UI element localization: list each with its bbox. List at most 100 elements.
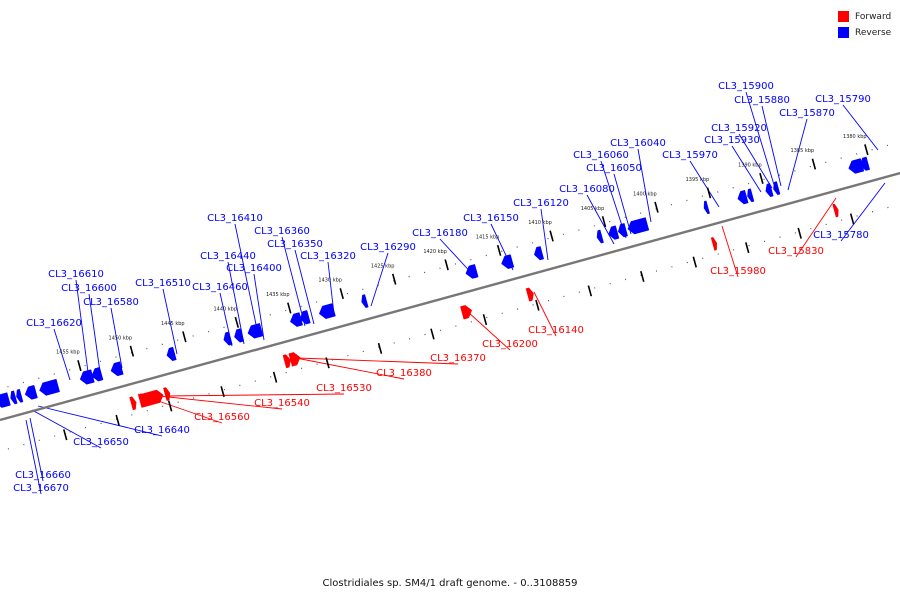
forward-gene-arrow <box>460 305 473 320</box>
gene-label-cl3-16360: CL3_16360 <box>254 226 310 237</box>
scale-tick-label: 1455 kbp <box>56 350 80 356</box>
gene-label-cl3-16530: CL3_16530 <box>316 383 372 394</box>
map-caption: Clostridiales sp. SM4/1 draft genome. - … <box>322 578 578 589</box>
gene-label-cl3-16660: CL3_16660 <box>15 470 71 481</box>
scale-tick <box>339 288 344 300</box>
gene-label-cl3-16610: CL3_16610 <box>48 269 104 280</box>
scale-tick-label: 1435 kbp <box>266 292 290 298</box>
gene-label-cl3-16200: CL3_16200 <box>482 339 538 350</box>
forward-gene-arrow <box>288 352 301 367</box>
scale-tick <box>444 259 449 271</box>
gene-label-cl3-16370: CL3_16370 <box>430 353 486 364</box>
backbone-line <box>0 171 900 422</box>
reverse-gene-arrow <box>361 294 369 309</box>
scale-tick-minor <box>430 328 435 340</box>
reverse-gene-arrow <box>773 181 781 196</box>
forward-gene-arrow <box>138 389 164 408</box>
gene-label-cl3-16620: CL3_16620 <box>26 318 82 329</box>
reverse-gene-arrow <box>110 361 124 377</box>
reverse-gene-arrow <box>24 384 38 400</box>
leader-line <box>162 288 178 355</box>
reverse-gene-arrow <box>318 303 336 319</box>
reverse-gene-arrow <box>254 323 264 338</box>
leader-line <box>745 91 776 189</box>
scale-tick-label: 1395 kbp <box>686 177 710 183</box>
gene-label-cl3-16540: CL3_16540 <box>254 398 310 409</box>
scale-tick-label: 1390 kbp <box>738 163 762 169</box>
leader-line <box>281 236 306 327</box>
scale-tick <box>759 172 764 184</box>
scale-tick-label: 1440 kbp <box>213 307 237 313</box>
leader-line <box>253 273 265 341</box>
leader-line <box>840 182 886 242</box>
gene-label-cl3-16060: CL3_16060 <box>573 150 629 161</box>
scale-tick-minor <box>797 227 802 239</box>
gene-labels: CL3_15790 CL3_15900 CL3_15880 CL3_15870 CL3_… <box>13 81 871 494</box>
gene-label-cl3-16120: CL3_16120 <box>513 198 569 209</box>
reverse-gene-arrow <box>534 246 545 261</box>
legend-label-reverse: Reverse <box>855 27 892 38</box>
reverse-gene-arrow <box>608 225 620 240</box>
gene-label-cl3-15870: CL3_15870 <box>779 108 835 119</box>
reverse-gene-arrow <box>91 366 104 382</box>
gene-label-cl3-15790: CL3_15790 <box>815 94 871 105</box>
leader-line <box>53 328 71 381</box>
scale-tick-minor <box>692 256 697 268</box>
scale-tick <box>496 244 502 256</box>
gene-label-cl3-16410: CL3_16410 <box>207 213 263 224</box>
leader-line <box>88 293 101 373</box>
reverse-gene-arrow <box>290 312 303 327</box>
scale-tick-label: 1400 kbp <box>633 191 657 197</box>
legend-item-forward: Forward <box>838 9 891 24</box>
scale-tick-label: 1405 kbp <box>581 206 605 212</box>
legend-item-reverse: Reverse <box>838 25 891 40</box>
leader-line <box>842 104 879 151</box>
leader-line <box>721 225 739 278</box>
leader-line <box>467 311 511 351</box>
gene-label-cl3-16640: CL3_16640 <box>134 425 190 436</box>
genome-backbone <box>0 142 900 450</box>
gene-label-cl3-15830: CL3_15830 <box>768 246 824 257</box>
leader-line <box>533 291 557 337</box>
leader-line <box>295 357 405 380</box>
gene-label-cl3-16380: CL3_16380 <box>376 368 432 379</box>
forward-gene-arrow <box>282 354 291 369</box>
leader-line <box>227 261 245 345</box>
leader-line <box>75 279 89 373</box>
reverse-gene-arrow <box>166 346 177 362</box>
gene-label-cl3-16400: CL3_16400 <box>226 263 282 274</box>
scale-tick <box>129 345 135 357</box>
scale-tick-label: 1385 kbp <box>791 148 815 154</box>
gene-label-cl3-16560: CL3_16560 <box>194 412 250 423</box>
reverse-gene-arrow <box>703 200 710 215</box>
scale-tick-minor <box>167 400 173 412</box>
reverse-gene-arrow <box>223 331 233 346</box>
reverse-gene-arrow <box>39 378 60 396</box>
leader-line <box>25 419 42 495</box>
forward-gene-arrow <box>710 237 717 251</box>
gene-label-cl3-16670: CL3_16670 <box>13 483 69 494</box>
legend: Forward Reverse <box>838 9 891 41</box>
forward-gene-arrow <box>832 203 839 218</box>
reverse-gene-arrow <box>0 392 11 408</box>
scale-tick <box>654 201 659 213</box>
leader-line <box>234 223 259 335</box>
gene-label-cl3-16350: CL3_16350 <box>267 239 323 250</box>
reverse-gene-arrow <box>859 156 871 171</box>
leader-line <box>165 393 345 397</box>
reverse-gene-arrow <box>465 264 479 279</box>
leader-line <box>787 118 808 191</box>
reverse-gene-arrow <box>737 189 749 205</box>
reverse-gene-arrow <box>16 388 24 403</box>
leader-line <box>586 194 615 245</box>
forward-gene-arrow <box>525 287 534 302</box>
gene-label-cl3-16510: CL3_16510 <box>135 278 191 289</box>
leader-line <box>29 417 44 482</box>
leader-line <box>31 409 102 449</box>
reverse-gene-arrow <box>79 369 95 385</box>
forward-swatch <box>838 11 849 22</box>
leader-line <box>540 208 549 261</box>
scale-tick-minor <box>745 242 750 254</box>
leader-line <box>795 197 837 258</box>
scale-tick-label: 1445 kbp <box>161 321 185 327</box>
